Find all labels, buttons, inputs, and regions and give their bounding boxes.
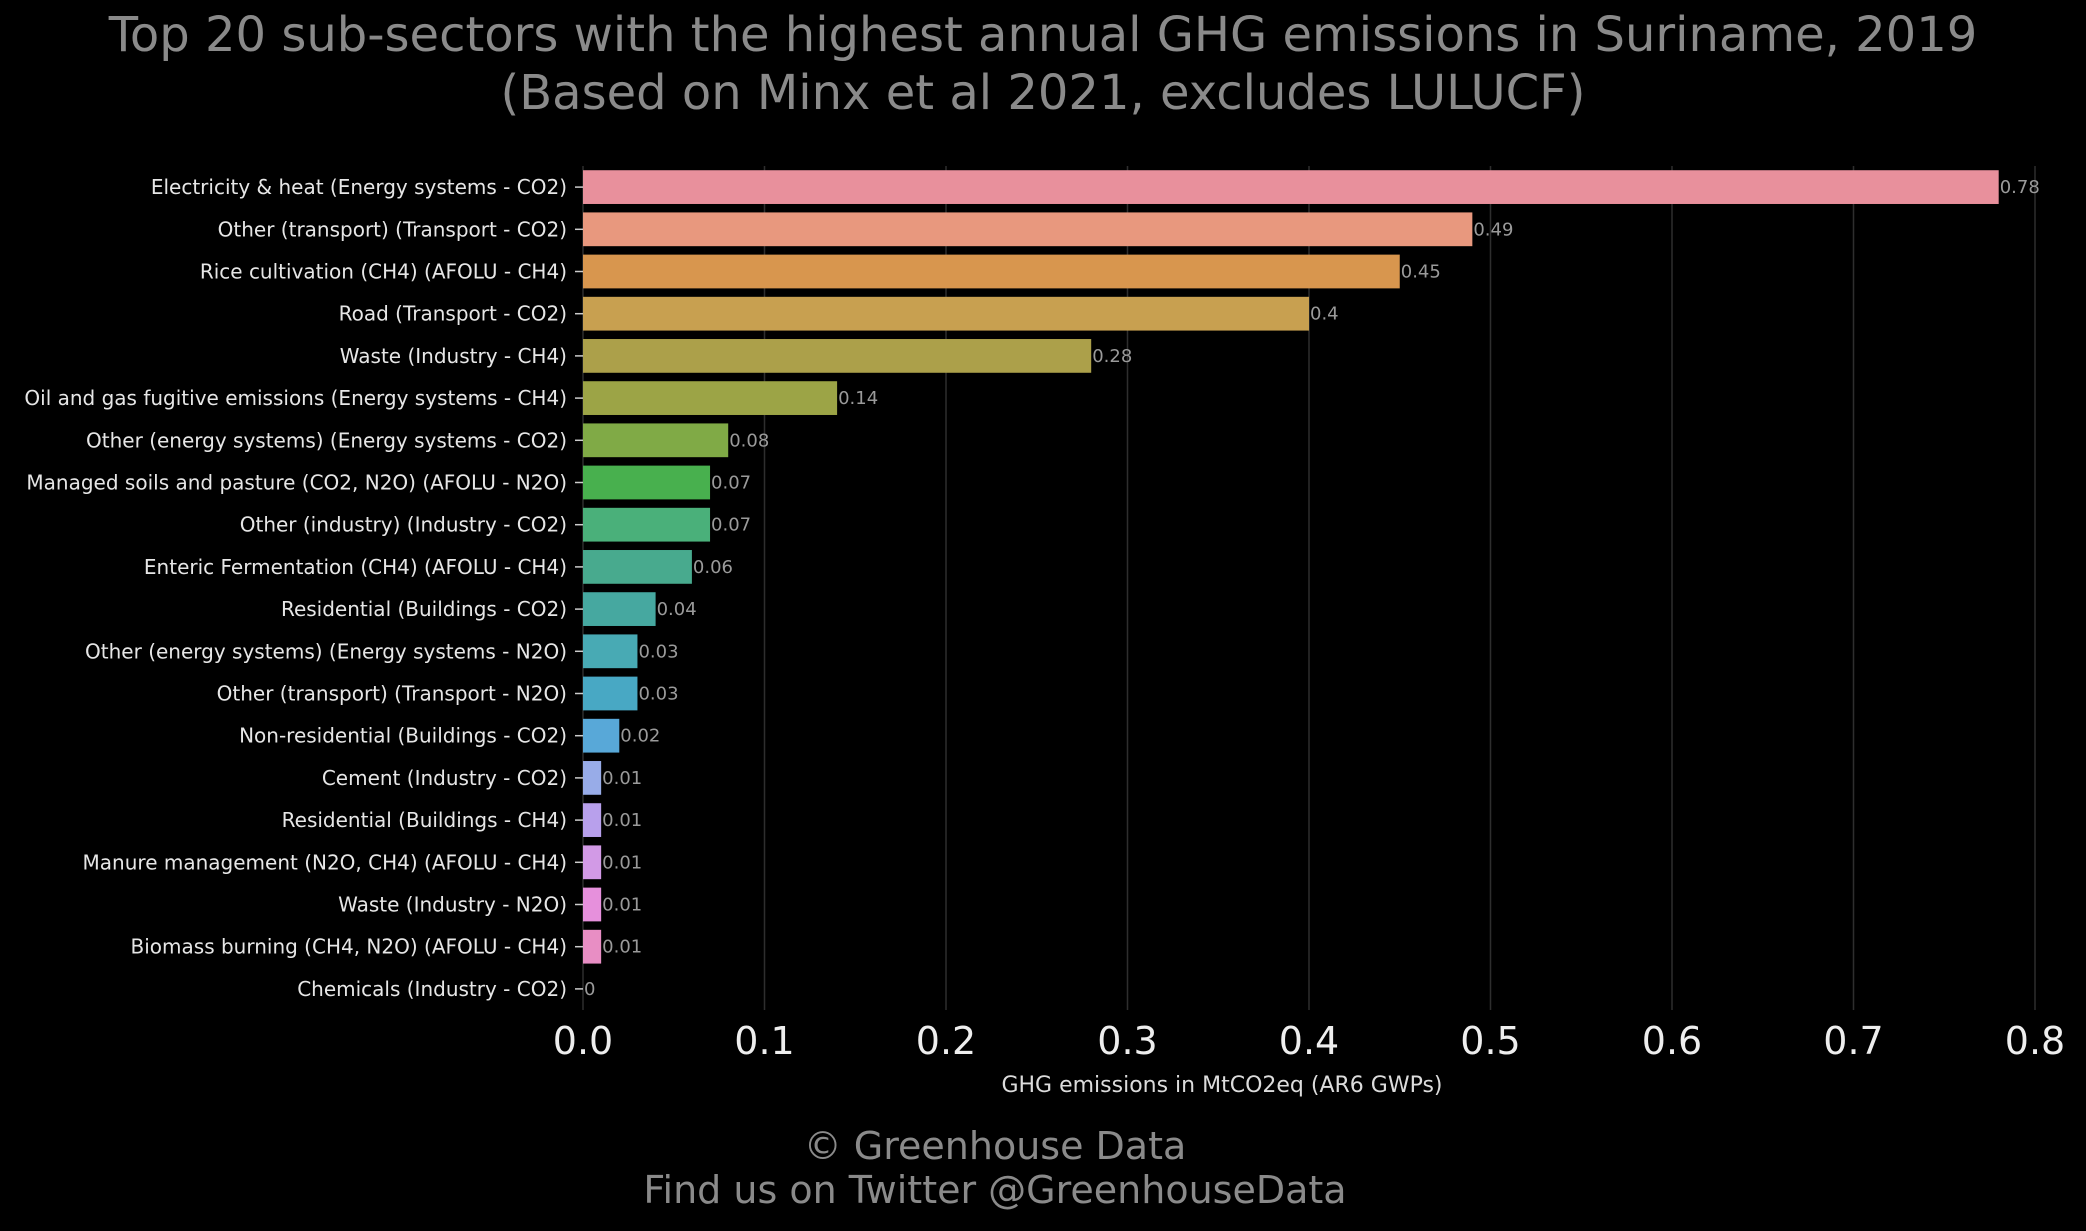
bar bbox=[583, 254, 1400, 289]
category-label: Chemicals (Industry - CO2) bbox=[297, 977, 567, 1001]
value-label: 0.45 bbox=[1401, 262, 1441, 283]
gridlines bbox=[582, 166, 2036, 1010]
category-label: Biomass burning (CH4, N2O) (AFOLU - CH4) bbox=[131, 935, 567, 959]
category-label: Rice cultivation (CH4) (AFOLU - CH4) bbox=[200, 260, 567, 284]
value-labels: 0.78 0.49 0.45 0.4 0.28 0.14 0.08 0.07 0.07 0.06 0… bbox=[584, 177, 2040, 1000]
category-label: Other (transport) (Transport - N2O) bbox=[217, 682, 567, 706]
bar bbox=[583, 718, 620, 753]
bar bbox=[583, 761, 602, 795]
bars bbox=[583, 170, 1999, 964]
category-label: Residential (Buildings - CO2) bbox=[281, 597, 567, 621]
value-label: 0.06 bbox=[693, 557, 733, 578]
chart-title: Top 20 sub-sectors with the highest annu… bbox=[0, 6, 2086, 122]
x-tick-label: 0.7 bbox=[1823, 1019, 1883, 1063]
category-label: Managed soils and pasture (CO2, N2O) (AF… bbox=[26, 471, 567, 495]
value-label: 0.03 bbox=[638, 684, 678, 705]
bar bbox=[583, 212, 1473, 247]
category-label: Enteric Fermentation (CH4) (AFOLU - CH4) bbox=[144, 555, 567, 579]
footer: © Greenhouse Data Find us on Twitter @Gr… bbox=[460, 1124, 1530, 1212]
bar bbox=[583, 381, 838, 415]
bar bbox=[583, 676, 638, 711]
x-tick-label: 0.8 bbox=[2005, 1019, 2065, 1063]
x-tick-label: 0.6 bbox=[1642, 1019, 1702, 1063]
value-label: 0 bbox=[584, 979, 595, 1000]
value-label: 0.78 bbox=[2000, 177, 2040, 198]
footer-twitter: Find us on Twitter @GreenhouseData bbox=[643, 1168, 1347, 1212]
bar bbox=[583, 550, 692, 584]
value-label: 0.01 bbox=[602, 768, 642, 789]
value-label: 0.01 bbox=[602, 895, 642, 916]
category-label: Waste (Industry - CH4) bbox=[340, 344, 567, 368]
x-tick-label: 0.4 bbox=[1279, 1019, 1339, 1063]
x-axis-ticks: 0.0 0.1 0.2 0.3 0.4 0.5 0.6 0.7 0.8 bbox=[553, 1019, 2065, 1063]
bar bbox=[583, 339, 1092, 373]
category-label: Cement (Industry - CO2) bbox=[322, 766, 567, 790]
bar bbox=[583, 592, 656, 626]
x-tick-label: 0.1 bbox=[734, 1019, 794, 1063]
category-label: Other (industry) (Industry - CO2) bbox=[240, 513, 567, 537]
value-label: 0.28 bbox=[1092, 346, 1132, 367]
bar bbox=[583, 887, 602, 922]
category-label: Road (Transport - CO2) bbox=[339, 302, 567, 326]
category-label: Other (energy systems) (Energy systems -… bbox=[86, 428, 567, 452]
category-label: Other (energy systems) (Energy systems -… bbox=[85, 639, 567, 663]
value-label: 0.08 bbox=[729, 430, 769, 451]
x-tick-label: 0.0 bbox=[553, 1019, 613, 1063]
value-label: 0.02 bbox=[620, 726, 660, 747]
value-label: 0.01 bbox=[602, 937, 642, 958]
bar bbox=[583, 845, 602, 880]
value-label: 0.07 bbox=[711, 473, 751, 494]
bar bbox=[583, 423, 729, 458]
footer-copyright: © Greenhouse Data bbox=[803, 1124, 1187, 1168]
category-label: Waste (Industry - N2O) bbox=[338, 893, 567, 917]
bar bbox=[583, 170, 1999, 204]
chart-title-line-2: (Based on Minx et al 2021, excludes LULU… bbox=[500, 65, 1586, 121]
value-label: 0.07 bbox=[711, 515, 751, 536]
value-label: 0.01 bbox=[602, 852, 642, 873]
category-label: Manure management (N2O, CH4) (AFOLU - CH… bbox=[83, 850, 567, 874]
bar bbox=[583, 465, 711, 500]
bar bbox=[583, 507, 711, 542]
value-label: 0.4 bbox=[1310, 304, 1339, 325]
chart-title-line-1: Top 20 sub-sectors with the highest annu… bbox=[108, 7, 1978, 63]
bar bbox=[583, 929, 602, 964]
value-label: 0.14 bbox=[838, 388, 878, 409]
value-label: 0.03 bbox=[638, 641, 678, 662]
x-tick-label: 0.5 bbox=[1460, 1019, 1520, 1063]
bar bbox=[583, 634, 638, 669]
category-label: Non-residential (Buildings - CO2) bbox=[239, 724, 567, 748]
x-axis-label: GHG emissions in MtCO2eq (AR6 GWPs) bbox=[1001, 1073, 1442, 1098]
category-label: Oil and gas fugitive emissions (Energy s… bbox=[24, 386, 567, 410]
category-label: Residential (Buildings - CH4) bbox=[282, 808, 567, 832]
x-tick-label: 0.3 bbox=[1097, 1019, 1157, 1063]
bar bbox=[583, 803, 602, 837]
value-label: 0.49 bbox=[1473, 219, 1513, 240]
bar bbox=[583, 296, 1309, 331]
category-labels: Electricity & heat (Energy systems - CO2… bbox=[24, 175, 583, 1001]
category-label: Electricity & heat (Energy systems - CO2… bbox=[151, 175, 567, 199]
value-label: 0.04 bbox=[657, 599, 697, 620]
value-label: 0.01 bbox=[602, 810, 642, 831]
category-label: Other (transport) (Transport - CO2) bbox=[218, 217, 567, 241]
x-tick-label: 0.2 bbox=[916, 1019, 976, 1063]
